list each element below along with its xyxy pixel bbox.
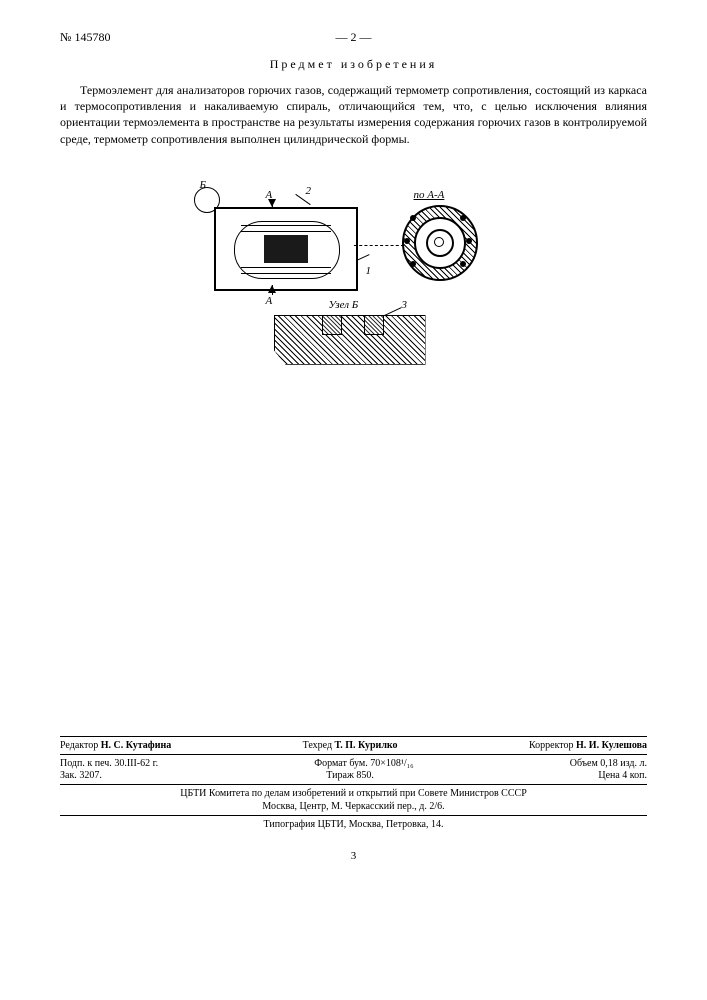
editor: Редактор Н. С. Кутафина: [60, 740, 171, 751]
detail-slot-1: [322, 315, 342, 335]
callout-3: 3: [402, 299, 408, 311]
typography-line: Типография ЦБТИ, Москва, Петровка, 14.: [60, 819, 647, 830]
claim-paragraph: Термоэлемент для анализаторов горючих га…: [60, 82, 647, 147]
price: Цена 4 коп.: [598, 770, 647, 781]
bottom-page-number: 3: [0, 850, 707, 862]
pub-row-2: Зак. 3207. Тираж 850. Цена 4 коп.: [60, 770, 647, 781]
detail-view: Узел Б 3: [274, 305, 424, 365]
axis-line: [354, 245, 404, 247]
dot-3: [410, 261, 416, 267]
cross-section-title: по А-А: [414, 189, 445, 201]
winding-line-2: [241, 231, 331, 232]
leader-1: [356, 254, 369, 261]
callout-1: 1: [366, 265, 372, 277]
divider-1: [60, 736, 647, 737]
divider-4: [60, 815, 647, 816]
winding-line-1: [241, 225, 331, 226]
figure: Б А 2 1 А по А-А: [184, 177, 524, 377]
divider-2: [60, 754, 647, 755]
dot-5: [404, 238, 410, 244]
circulation: Тираж 850.: [326, 770, 374, 781]
doc-number: № 145780: [60, 30, 110, 45]
order-number: Зак. 3207.: [60, 770, 102, 781]
winding-line-3: [241, 267, 331, 268]
imprint-block: Редактор Н. С. Кутафина Техред Т. П. Кур…: [60, 733, 647, 830]
main-view: [214, 207, 358, 291]
org-line-1: ЦБТИ Комитета по делам изобретений и отк…: [60, 788, 647, 799]
credits-row: Редактор Н. С. Кутафина Техред Т. П. Кур…: [60, 740, 647, 751]
dot-6: [466, 238, 472, 244]
arrow-a-top-icon: [268, 199, 276, 207]
volume: Объем 0,18 изд. л.: [570, 758, 647, 769]
org-line-2: Москва, Центр, М. Черкасский пер., д. 2/…: [60, 801, 647, 812]
heater-block: [264, 235, 308, 263]
detail-body: [274, 315, 426, 365]
cross-center: [434, 237, 444, 247]
pub-row-1: Подп. к печ. 30.III-62 г. Формат бум. 70…: [60, 758, 647, 769]
page-header: № 145780 — 2 — № 145780: [60, 30, 647, 45]
paper-format: Формат бум. 70×108¹/₁₆: [314, 758, 413, 769]
section-title: Предмет изобретения: [60, 57, 647, 72]
print-date: Подп. к печ. 30.III-62 г.: [60, 758, 158, 769]
winding-line-4: [241, 273, 331, 274]
leader-3: [384, 307, 401, 316]
detail-title: Узел Б: [329, 299, 359, 311]
dot-4: [460, 261, 466, 267]
section-a-bot: А: [266, 295, 273, 307]
cross-section: [402, 205, 474, 277]
page-marker: — 2 —: [336, 30, 372, 45]
dot-2: [460, 215, 466, 221]
tech-editor: Техред Т. П. Курилко: [303, 740, 398, 751]
callout-2: 2: [306, 185, 312, 197]
detail-slot-2: [364, 315, 384, 335]
dot-1: [410, 215, 416, 221]
corrector: Корректор Н. И. Кулешова: [529, 740, 647, 751]
divider-3: [60, 784, 647, 785]
arrow-a-bot-icon: [268, 285, 276, 293]
